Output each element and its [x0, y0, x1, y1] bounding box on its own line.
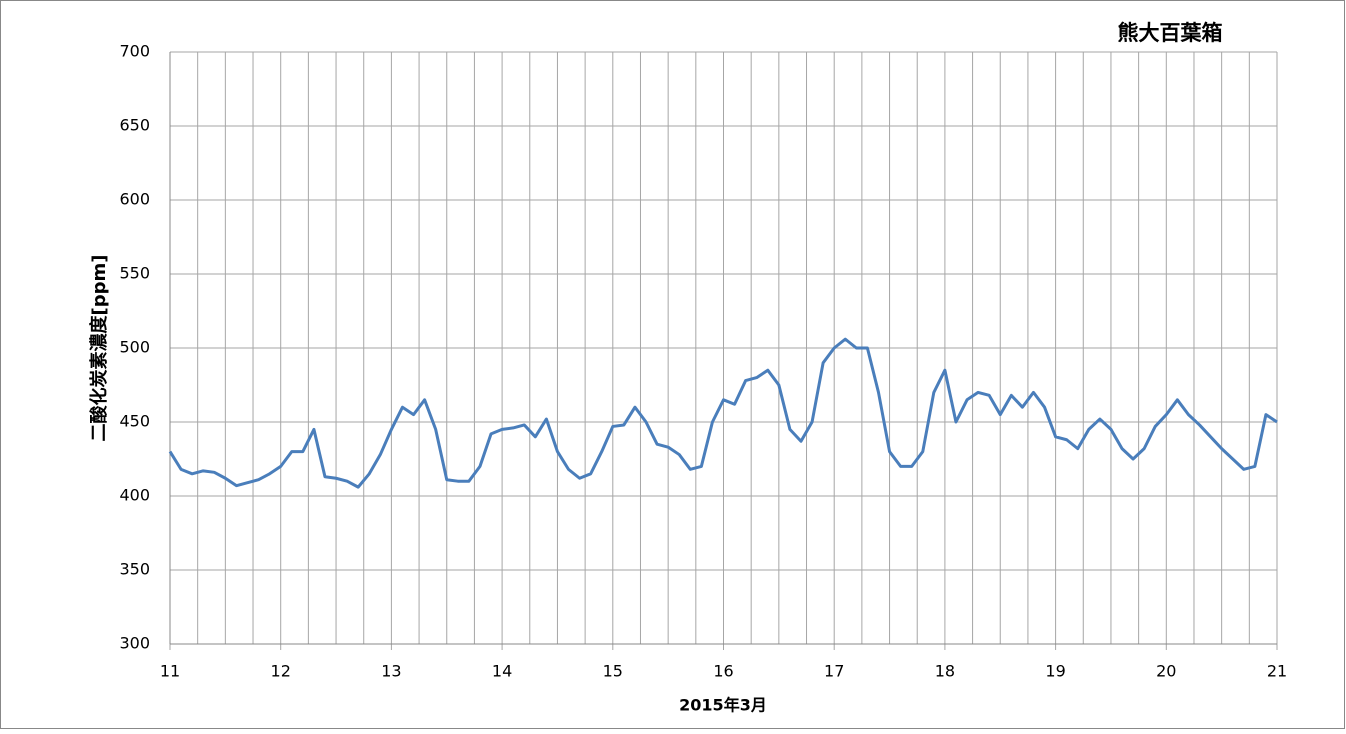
x-tick-label: 14	[492, 662, 512, 681]
x-tick-label: 19	[1045, 662, 1065, 681]
x-tick-label: 21	[1267, 662, 1287, 681]
y-tick-label: 300	[119, 634, 150, 653]
y-tick-label: 600	[119, 190, 150, 209]
x-tick-label: 17	[824, 662, 844, 681]
y-tick-label: 700	[119, 42, 150, 61]
x-tick-label: 13	[381, 662, 401, 681]
x-tick-label: 16	[713, 662, 733, 681]
x-tick-label: 18	[935, 662, 955, 681]
y-tick-label: 650	[119, 116, 150, 135]
y-tick-label: 400	[119, 486, 150, 505]
x-tick-label: 12	[271, 662, 291, 681]
y-tick-label: 500	[119, 338, 150, 357]
chart-title: 熊大百葉箱	[1118, 21, 1223, 45]
y-tick-label: 450	[119, 412, 150, 431]
data-line	[168, 337, 1278, 489]
y-tick-label: 350	[119, 560, 150, 579]
x-tick-label: 20	[1156, 662, 1176, 681]
x-tick-label: 11	[160, 662, 180, 681]
x-tick-label: 15	[603, 662, 623, 681]
x-axis-label: 2015年3月	[679, 696, 767, 715]
y-axis-label: 二酸化炭素濃度[ppm]	[88, 255, 110, 442]
y-tick-label: 550	[119, 264, 150, 283]
